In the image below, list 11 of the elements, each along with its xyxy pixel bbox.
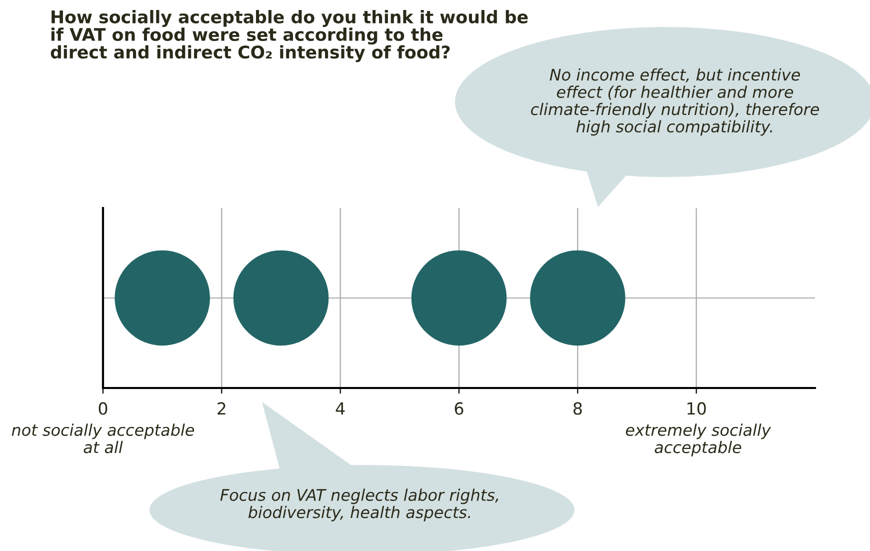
x-tick-label: 8 <box>573 402 582 415</box>
x-tick-label: 6 <box>454 402 464 415</box>
x-tick-label: 2 <box>218 402 226 415</box>
x-tick-label: 4 <box>336 402 345 415</box>
text: extremely socially acceptable <box>626 424 772 456</box>
chart-title: How socially acceptable do you think it would be if VAT on food were set according to the direct and indirect CO₂ intensity of food? <box>50 10 528 62</box>
x-tick-label: 10 <box>688 402 706 415</box>
text: Focus on VAT neglects labor rights, biodiversity, health aspects. <box>220 488 498 522</box>
text: not socially acceptable at all <box>12 424 194 454</box>
x-tick-label: 0 <box>98 402 108 415</box>
text: No income effect, but incentive effect (for healthier and more climate-friendly nutrition), therefore high social compatibility. <box>531 68 820 136</box>
